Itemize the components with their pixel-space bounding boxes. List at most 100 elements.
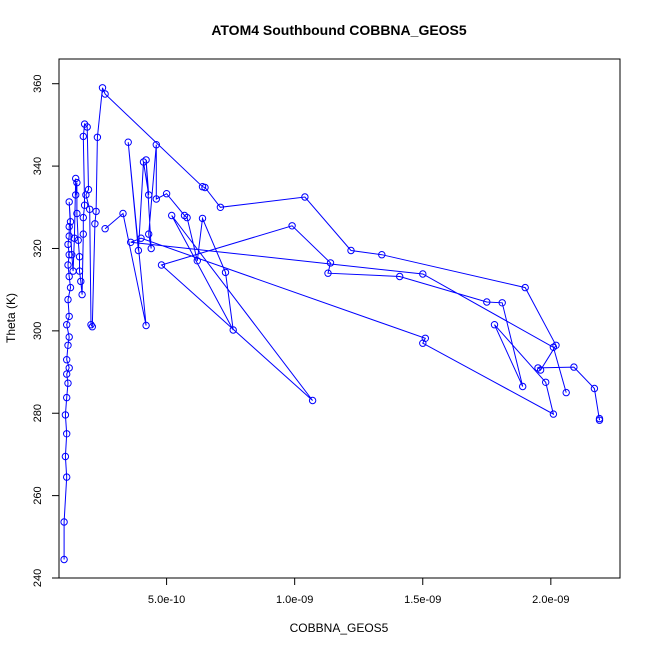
data-point — [562, 388, 570, 397]
data-point — [70, 234, 79, 242]
data-point — [93, 133, 102, 142]
data-point — [86, 205, 94, 214]
data-point — [65, 312, 73, 321]
data-point — [396, 272, 404, 281]
y-tick-label: 320 — [32, 239, 44, 257]
data-point — [198, 214, 207, 223]
data-point — [98, 84, 107, 92]
data-point — [519, 382, 527, 391]
data-point — [549, 410, 558, 418]
series-1-line — [63, 87, 600, 560]
data-point — [62, 370, 71, 378]
data-point — [64, 261, 72, 269]
x-tick-label: 5.0e-10 — [148, 594, 185, 606]
data-point — [62, 321, 71, 329]
data-point — [74, 236, 82, 244]
data-point — [64, 379, 72, 387]
data-point — [78, 290, 86, 299]
data-point — [137, 234, 145, 242]
data-point — [347, 246, 355, 255]
y-tick-label: 280 — [32, 404, 44, 422]
data-point — [101, 90, 109, 98]
data-point — [62, 430, 71, 438]
data-point — [72, 191, 80, 199]
data-point — [119, 209, 127, 218]
data-point — [145, 230, 153, 238]
y-tick-label: 240 — [32, 569, 44, 587]
y-tick-label: 340 — [32, 157, 44, 175]
y-tick-label: 260 — [32, 486, 44, 504]
data-point — [147, 244, 155, 253]
data-point — [61, 452, 70, 461]
data-point — [60, 518, 68, 526]
data-point — [301, 193, 309, 201]
data-point — [534, 364, 542, 372]
data-point — [79, 132, 88, 141]
chart-title: ATOM4 Southbound COBBNA_GEOS5 — [211, 22, 467, 38]
data-point — [65, 364, 73, 372]
data-point — [65, 222, 73, 231]
data-point — [521, 283, 529, 292]
data-point — [62, 356, 71, 364]
data-point — [101, 225, 109, 233]
data-point — [72, 174, 80, 183]
data-point — [378, 251, 386, 259]
data-point — [75, 253, 84, 261]
plot-area-frame — [58, 58, 621, 579]
data-point — [419, 270, 427, 278]
data-series-layer — [60, 84, 604, 564]
data-point — [91, 220, 99, 228]
data-point — [483, 298, 491, 306]
x-axis-label: COBBNA_GEOS5 — [290, 621, 389, 635]
data-point — [75, 267, 84, 275]
data-point — [549, 343, 558, 351]
data-point — [308, 396, 317, 405]
data-point — [168, 211, 176, 220]
data-point — [201, 183, 209, 192]
data-point — [65, 333, 73, 341]
data-point — [79, 213, 88, 222]
data-point — [66, 283, 75, 292]
x-axis: 5.0e-10 1.0e-09 1.5e-09 2.0e-09 — [148, 577, 569, 606]
data-point — [73, 209, 81, 218]
data-point — [87, 321, 95, 329]
data-point — [124, 138, 132, 146]
data-point — [216, 203, 225, 212]
data-point — [288, 222, 296, 230]
data-point — [498, 299, 506, 307]
data-point — [60, 555, 68, 564]
data-point — [127, 238, 135, 247]
data-point — [64, 295, 72, 304]
x-tick-label: 2.0e-09 — [532, 594, 569, 606]
data-point — [183, 213, 191, 222]
data-point — [542, 378, 550, 386]
data-point — [73, 178, 81, 187]
data-point — [134, 246, 143, 255]
x-tick-label: 1.0e-09 — [276, 594, 313, 606]
data-point — [324, 269, 332, 277]
data-point — [68, 251, 76, 259]
data-point — [64, 341, 72, 349]
data-point — [193, 257, 202, 265]
data-point — [142, 321, 150, 330]
data-point — [66, 218, 75, 226]
data-point — [61, 411, 70, 419]
data-point — [590, 384, 599, 393]
data-point — [595, 414, 604, 423]
series-2-line — [104, 142, 567, 416]
data-point — [83, 123, 91, 131]
data-point — [62, 473, 71, 481]
data-point — [229, 326, 237, 334]
data-point — [64, 240, 72, 249]
data-point — [88, 323, 97, 331]
data-point — [221, 268, 230, 277]
data-point — [162, 190, 171, 198]
y-tick-label: 360 — [32, 75, 44, 93]
data-point — [570, 363, 578, 371]
data-point — [79, 230, 88, 238]
data-point — [62, 393, 71, 402]
data-point — [490, 321, 499, 329]
data-point — [65, 198, 73, 206]
y-axis-label: Theta (K) — [4, 293, 18, 343]
